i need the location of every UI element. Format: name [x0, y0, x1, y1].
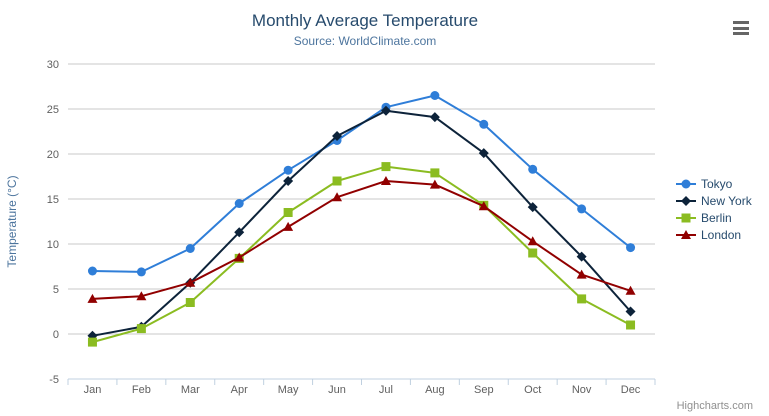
- legend: Tokyo New York Berlin London: [676, 175, 752, 243]
- y-axis-label: -5: [49, 374, 59, 386]
- point-london-jun[interactable]: [332, 192, 343, 202]
- point-new-york-jul[interactable]: [380, 105, 391, 116]
- y-axis-label: 15: [47, 194, 59, 206]
- legend-label-london: London: [701, 227, 742, 242]
- x-axis-label-jan: Jan: [84, 384, 102, 396]
- x-axis-label-jul: Jul: [379, 384, 393, 396]
- point-berlin-jan[interactable]: [87, 337, 97, 347]
- point-london-jan[interactable]: [87, 293, 98, 303]
- point-tokyo-feb[interactable]: [136, 267, 146, 277]
- point-berlin-nov[interactable]: [577, 294, 587, 304]
- point-london-dec[interactable]: [625, 285, 636, 295]
- y-axis-label: 0: [53, 329, 59, 341]
- x-axis-label-sep: Sep: [474, 384, 494, 396]
- series-line-berlin: [91, 165, 632, 344]
- point-berlin-jul[interactable]: [381, 162, 391, 172]
- series-line-new-york: [91, 109, 632, 337]
- series-line-london: [91, 180, 632, 300]
- point-tokyo-mar[interactable]: [185, 244, 195, 253]
- point-london-jul[interactable]: [380, 176, 391, 185]
- point-tokyo-aug[interactable]: [430, 91, 440, 100]
- point-london-aug[interactable]: [429, 179, 440, 189]
- credits-link[interactable]: Highcharts.com: [676, 400, 753, 412]
- point-tokyo-sep[interactable]: [479, 119, 489, 129]
- legend-symbol-london: [681, 229, 691, 239]
- legend-item-berlin[interactable]: Berlin: [676, 209, 752, 226]
- series-line-tokyo: [91, 94, 632, 273]
- point-new-york-nov[interactable]: [576, 251, 587, 262]
- x-axis-label-feb: Feb: [132, 384, 151, 396]
- point-new-york-apr[interactable]: [234, 227, 245, 238]
- point-new-york-sep[interactable]: [478, 148, 489, 159]
- x-axis-label-dec: Dec: [621, 384, 641, 396]
- legend-symbol-new-york: [681, 195, 691, 206]
- legend-item-tokyo[interactable]: Tokyo: [676, 175, 752, 192]
- diamond-marker-icon: [676, 195, 696, 206]
- point-berlin-may[interactable]: [283, 208, 293, 217]
- legend-symbol-berlin: [681, 213, 691, 222]
- point-new-york-may[interactable]: [283, 176, 294, 186]
- point-new-york-dec[interactable]: [625, 306, 636, 317]
- circle-marker-icon: [676, 179, 696, 188]
- context-menu-button[interactable]: [733, 21, 749, 35]
- point-london-nov[interactable]: [576, 269, 587, 279]
- triangle-marker-icon: [676, 229, 696, 239]
- x-axis-label-mar: Mar: [181, 384, 200, 396]
- y-axis-label: 25: [47, 104, 59, 116]
- point-tokyo-jan[interactable]: [87, 266, 97, 276]
- point-tokyo-dec[interactable]: [626, 243, 636, 253]
- point-tokyo-nov[interactable]: [577, 204, 587, 214]
- point-tokyo-may[interactable]: [283, 165, 293, 175]
- x-axis-label-may: May: [278, 384, 299, 396]
- point-tokyo-oct[interactable]: [528, 164, 538, 174]
- y-axis-label: 10: [47, 239, 59, 251]
- point-london-may[interactable]: [283, 221, 294, 231]
- point-london-apr[interactable]: [234, 252, 245, 262]
- hamburger-icon: [733, 21, 749, 35]
- x-axis-label-aug: Aug: [425, 384, 445, 396]
- chart-title: Monthly Average Temperature: [251, 11, 479, 30]
- y-axis-label: 5: [53, 284, 59, 296]
- point-new-york-oct[interactable]: [527, 202, 538, 213]
- legend-label-berlin: Berlin: [701, 210, 732, 225]
- y-axis-label: 20: [47, 149, 59, 161]
- point-london-mar[interactable]: [185, 277, 196, 287]
- point-berlin-oct[interactable]: [528, 248, 538, 258]
- point-berlin-feb[interactable]: [136, 324, 146, 334]
- point-london-feb[interactable]: [136, 291, 147, 301]
- point-new-york-jun[interactable]: [332, 131, 343, 141]
- legend-symbol-tokyo: [681, 179, 691, 188]
- point-berlin-aug[interactable]: [430, 168, 440, 178]
- chart-subtitle: Source: WorldClimate.com: [293, 34, 437, 48]
- point-tokyo-apr[interactable]: [234, 199, 244, 208]
- legend-item-london[interactable]: London: [676, 226, 752, 243]
- point-berlin-mar[interactable]: [185, 298, 195, 307]
- y-axis-label: 30: [47, 59, 59, 71]
- x-axis-label-nov: Nov: [572, 384, 592, 396]
- square-marker-icon: [676, 213, 696, 222]
- point-london-oct[interactable]: [527, 236, 538, 246]
- x-axis-label-jun: Jun: [328, 384, 346, 396]
- x-axis-label-oct: Oct: [524, 384, 541, 396]
- point-new-york-aug[interactable]: [429, 112, 440, 123]
- y-axis-title: Temperature (°C): [5, 175, 19, 267]
- point-berlin-jun[interactable]: [332, 176, 342, 186]
- point-berlin-dec[interactable]: [626, 320, 636, 330]
- legend-label-new-york: New York: [701, 193, 752, 208]
- point-london-sep[interactable]: [478, 201, 489, 211]
- legend-label-tokyo: Tokyo: [701, 176, 733, 191]
- x-axis-label-apr: Apr: [231, 384, 248, 396]
- legend-item-new-york[interactable]: New York: [676, 192, 752, 209]
